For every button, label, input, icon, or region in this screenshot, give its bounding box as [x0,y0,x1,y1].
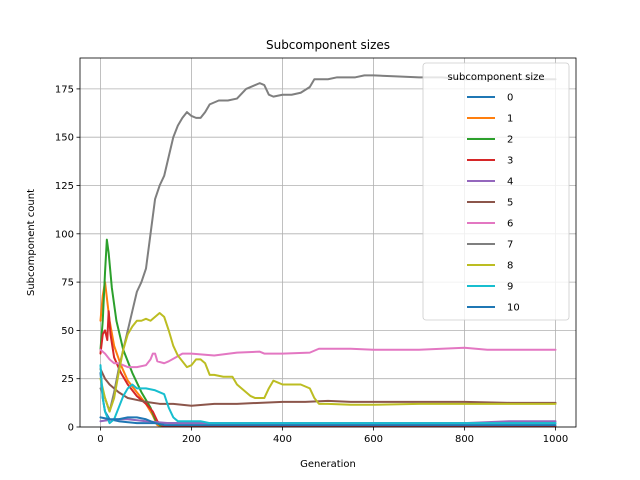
series-line-9 [99,364,557,425]
legend-label-3: 3 [507,156,513,167]
x-tick-label: 1000 [543,434,568,445]
series-lines [99,74,557,427]
legend-label-9: 9 [507,282,513,293]
x-tick-label: 200 [182,434,201,445]
y-tick-label: 25 [61,374,74,385]
legend-box [422,62,570,321]
legend-label-8: 8 [507,261,513,272]
plot-frame [79,57,577,428]
legend-label-7: 7 [507,240,513,251]
series-line-7 [99,74,557,413]
legend-title: subcomponent size [447,72,544,83]
x-tick-label: 600 [364,434,383,445]
legend-label-5: 5 [507,198,513,209]
legend-label-2: 2 [507,135,513,146]
x-axis-label: Generation [300,459,356,470]
y-tick-label: 50 [61,326,74,337]
y-tick-label: 100 [55,229,74,240]
legend-label-0: 0 [507,93,513,104]
legend: subcomponent size 0 1 2 3 4 5 6 7 8 9 10 [422,62,570,321]
y-tick-label: 0 [68,423,74,434]
x-tick-label: 400 [273,434,292,445]
legend-label-1: 1 [507,114,513,125]
y-tick-label: 75 [61,278,74,289]
y-tick-label: 150 [55,133,74,144]
y-tick-label: 125 [55,181,74,192]
series-line-10 [99,416,557,427]
series-line-8 [99,312,557,413]
chart-title: Subcomponent sizes [266,38,390,52]
y-axis-label: Subcomponent count [26,189,37,296]
x-tick-label: 800 [455,434,474,445]
y-tick-label: 175 [55,84,74,95]
series-line-3 [99,310,557,427]
legend-label-4: 4 [507,177,513,188]
x-tick-label: 0 [97,434,103,445]
series-line-6 [99,346,557,369]
legend-label-6: 6 [507,219,513,230]
legend-label-10: 10 [507,303,520,314]
